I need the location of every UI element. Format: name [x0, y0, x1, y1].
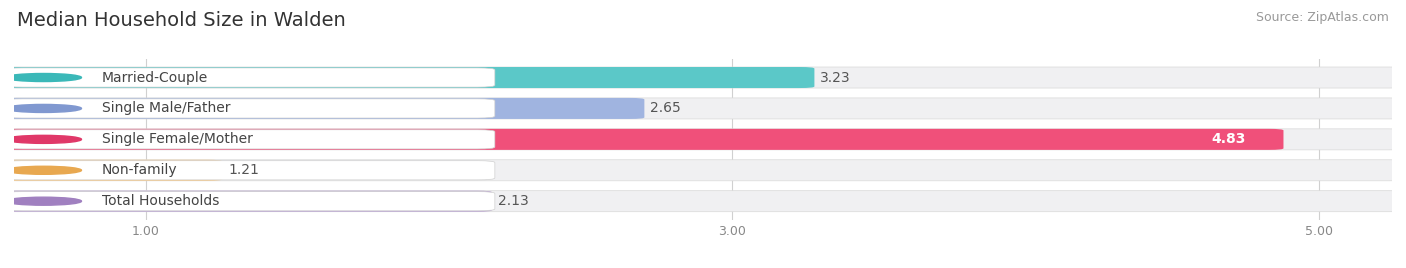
- Circle shape: [6, 197, 82, 205]
- FancyBboxPatch shape: [3, 98, 644, 119]
- Text: Source: ZipAtlas.com: Source: ZipAtlas.com: [1256, 11, 1389, 24]
- FancyBboxPatch shape: [3, 160, 1403, 181]
- FancyBboxPatch shape: [3, 98, 1403, 119]
- FancyBboxPatch shape: [3, 67, 1403, 88]
- Text: Total Households: Total Households: [103, 194, 219, 208]
- Text: 3.23: 3.23: [820, 70, 851, 84]
- Circle shape: [6, 166, 82, 174]
- Text: Single Male/Father: Single Male/Father: [103, 101, 231, 116]
- Text: Single Female/Mother: Single Female/Mother: [103, 132, 253, 146]
- FancyBboxPatch shape: [6, 161, 495, 180]
- Text: 2.65: 2.65: [650, 101, 681, 116]
- FancyBboxPatch shape: [6, 130, 495, 149]
- Text: Median Household Size in Walden: Median Household Size in Walden: [17, 11, 346, 30]
- Circle shape: [6, 105, 82, 113]
- FancyBboxPatch shape: [3, 191, 492, 212]
- FancyBboxPatch shape: [6, 192, 495, 211]
- Text: 2.13: 2.13: [498, 194, 529, 208]
- FancyBboxPatch shape: [3, 67, 814, 88]
- FancyBboxPatch shape: [3, 129, 1403, 150]
- Text: 1.21: 1.21: [228, 163, 259, 177]
- Circle shape: [6, 135, 82, 143]
- Text: Non-family: Non-family: [103, 163, 177, 177]
- FancyBboxPatch shape: [6, 68, 495, 87]
- FancyBboxPatch shape: [3, 191, 1403, 212]
- Text: 4.83: 4.83: [1211, 132, 1246, 146]
- FancyBboxPatch shape: [3, 160, 222, 181]
- FancyBboxPatch shape: [3, 129, 1284, 150]
- Circle shape: [6, 73, 82, 81]
- FancyBboxPatch shape: [6, 99, 495, 118]
- Text: Married-Couple: Married-Couple: [103, 70, 208, 84]
